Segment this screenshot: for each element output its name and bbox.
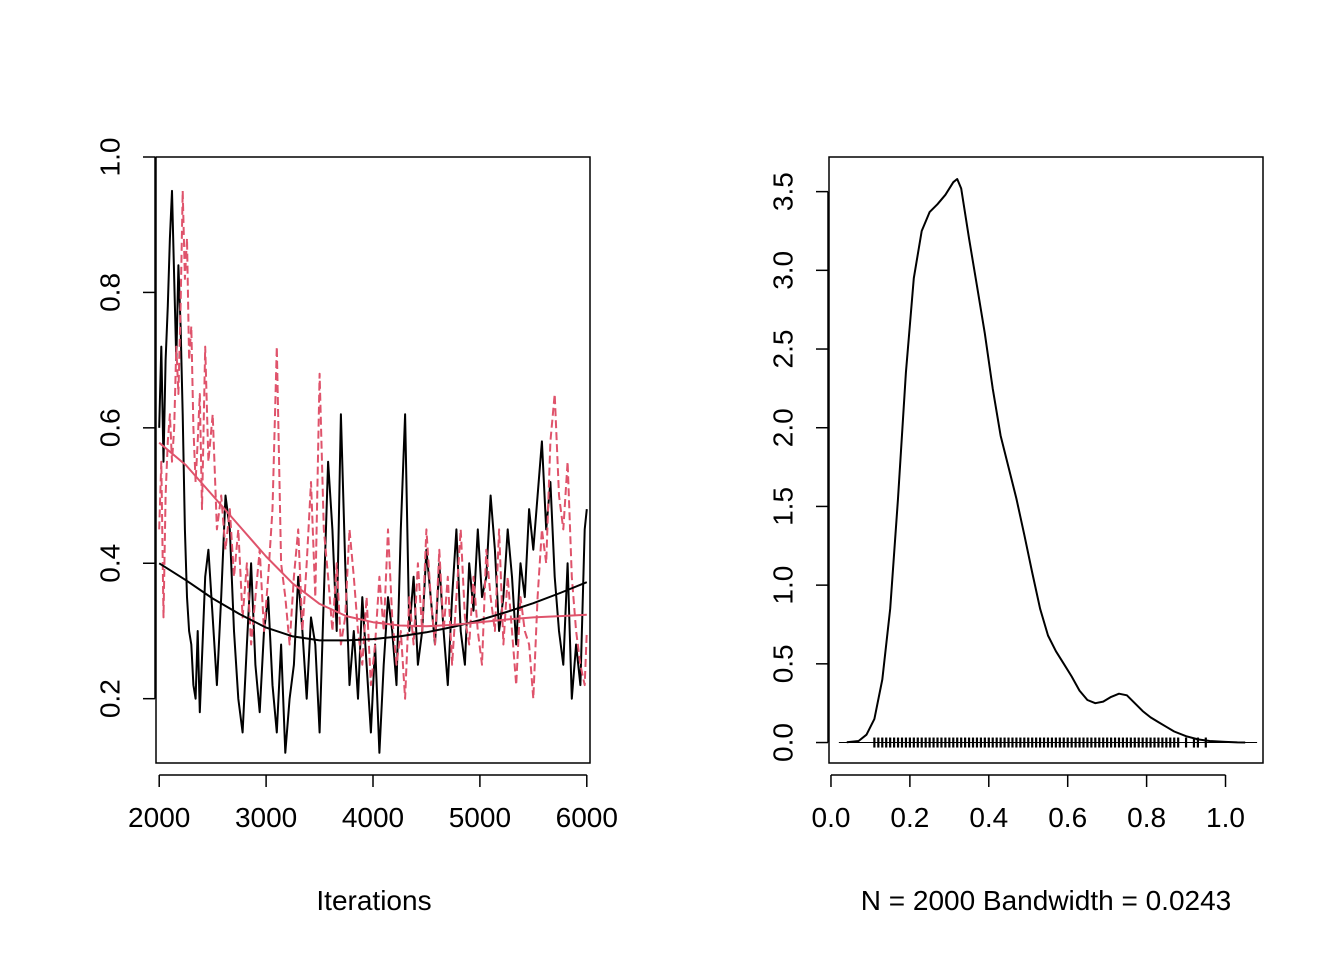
density-y-tick-label: 2.5: [768, 330, 799, 369]
density-plot-frame: [828, 156, 1264, 764]
density-y-tick-label: 1.5: [768, 487, 799, 526]
density-x-tick-label: 0.8: [1127, 802, 1166, 833]
density-x-tick-label: 0.6: [1048, 802, 1087, 833]
trace-y-tick-label: 0.4: [95, 544, 126, 583]
trace-x-tick-label: 4000: [342, 802, 404, 833]
density-x-tick-label: 0.2: [890, 802, 929, 833]
trace-y-tick-label: 0.8: [95, 273, 126, 312]
trace-x-tick-label: 3000: [235, 802, 297, 833]
trace-plot-series: [158, 189, 588, 754]
density-x-tick-label: 0.4: [969, 802, 1008, 833]
density-y-tick-label: 3.0: [768, 251, 799, 290]
density-plot-y-axis: 0.0 0.5 1.0 1.5 2.0 2.5 3.0 3.5: [768, 172, 829, 762]
trace-x-tick-label: 6000: [556, 802, 618, 833]
trace-y-tick-label: 1.0: [95, 138, 126, 177]
density-y-tick-label: 2.0: [768, 408, 799, 447]
trace-series-chain-1-smooth: [158, 562, 588, 642]
density-plot-panel: 0.0 0.2 0.4 0.6 0.8 1.0 0.0 0.5 1.0 1.5 2.0 2.5 3.0…: [768, 156, 1264, 916]
density-series-density: [846, 178, 1246, 744]
density-x-tick-label: 0.0: [812, 802, 851, 833]
density-y-tick-label: 0.5: [768, 644, 799, 683]
trace-series-chain-2: [158, 189, 588, 700]
density-plot-rug: [838, 737, 1258, 748]
density-x-tick-label: 1.0: [1206, 802, 1245, 833]
trace-x-tick-label: 5000: [449, 802, 511, 833]
density-plot-x-axis-title: N = 2000 Bandwidth = 0.0243: [861, 885, 1232, 916]
trace-x-tick-label: 2000: [128, 802, 190, 833]
trace-series-chain-2-smooth: [158, 441, 587, 628]
density-y-tick-label: 1.0: [768, 566, 799, 605]
density-plot-x-axis: 0.0 0.2 0.4 0.6 0.8 1.0: [812, 774, 1245, 833]
trace-plot-panel: 2000 3000 4000 5000 6000 0.2 0.4 0.6 0.8 1.0 Ite…: [95, 138, 618, 916]
trace-series-chain-1: [158, 189, 588, 754]
trace-plot-frame: [155, 156, 591, 764]
trace-plot-y-axis: 0.2 0.4 0.6 0.8 1.0: [95, 138, 156, 718]
density-plot-series: [846, 178, 1246, 744]
trace-plot-x-axis-title: Iterations: [316, 885, 431, 916]
trace-y-tick-label: 0.2: [95, 679, 126, 718]
density-y-tick-label: 3.5: [768, 172, 799, 211]
trace-plot-x-axis: 2000 3000 4000 5000 6000: [128, 774, 618, 833]
trace-y-tick-label: 0.6: [95, 408, 126, 447]
density-y-tick-label: 0.0: [768, 723, 799, 762]
